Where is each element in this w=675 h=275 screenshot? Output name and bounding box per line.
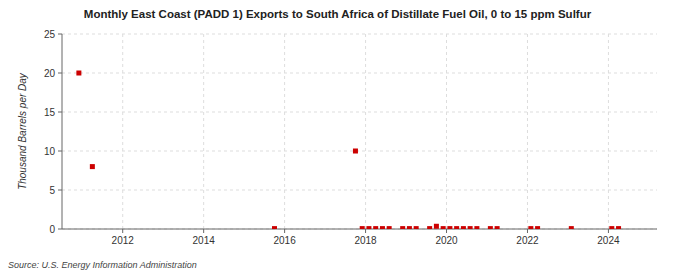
y-grid-line (62, 73, 657, 74)
y-tick-label: 25 (44, 29, 56, 40)
x-tick (122, 229, 123, 233)
x-grid-line (527, 34, 528, 229)
x-tick (446, 229, 447, 233)
y-axis-label: Thousand Barrels per Day (17, 72, 28, 190)
y-tick-label: 15 (44, 107, 56, 118)
x-axis-line (62, 229, 657, 230)
grid (62, 34, 657, 229)
x-grid-line (122, 34, 123, 229)
point (447, 226, 452, 229)
point (495, 226, 500, 229)
point (373, 226, 378, 229)
y-tick (58, 112, 62, 113)
x-grid-line (365, 34, 366, 229)
x-tick-label: 2014 (193, 235, 216, 246)
point (488, 226, 493, 229)
y-tick-label: 10 (44, 146, 56, 157)
point (434, 224, 439, 229)
y-grid-line (62, 112, 657, 113)
point (380, 226, 385, 229)
point (454, 226, 459, 229)
y-tick-label: 5 (49, 185, 55, 196)
y-grid-line (62, 229, 657, 230)
y-tick (58, 34, 62, 35)
point (528, 226, 533, 229)
x-tick (365, 229, 366, 233)
point (468, 226, 473, 229)
y-grid-line (62, 190, 657, 191)
point (616, 226, 621, 229)
chart: Monthly East Coast (PADD 1) Exports to S… (0, 0, 675, 275)
y-tick (58, 151, 62, 152)
title: Monthly East Coast (PADD 1) Exports to S… (84, 8, 592, 20)
point (535, 226, 540, 229)
y-tick-label: 20 (44, 68, 56, 79)
x-grid-line (608, 34, 609, 229)
point (366, 226, 371, 229)
y-grid-line (62, 151, 657, 152)
point (441, 226, 446, 229)
y-tick (58, 73, 62, 74)
point (474, 226, 479, 229)
x-grid-line (203, 34, 204, 229)
point (272, 226, 277, 229)
y-grid-line (62, 34, 657, 35)
x-tick-label: 2012 (112, 235, 135, 246)
x-tick-label: 2020 (435, 235, 458, 246)
point (461, 226, 466, 229)
y-tick (58, 190, 62, 191)
source-note: Source: U.S. Energy Information Administ… (8, 260, 197, 270)
chart-container: Monthly East Coast (PADD 1) Exports to S… (0, 0, 675, 275)
x-tick (608, 229, 609, 233)
x-tick (527, 229, 528, 233)
point (90, 164, 95, 169)
point (569, 226, 574, 229)
point (400, 226, 405, 229)
y-axis-line (62, 34, 63, 229)
point (353, 149, 358, 154)
point (360, 226, 365, 229)
point (387, 226, 392, 229)
x-tick-label: 2022 (516, 235, 539, 246)
x-tick (284, 229, 285, 233)
x-tick (203, 229, 204, 233)
x-tick-label: 2016 (273, 235, 296, 246)
points (76, 71, 621, 230)
point (427, 226, 432, 229)
y-tick (58, 229, 62, 230)
point (609, 226, 614, 229)
point (414, 226, 419, 229)
x-grid-line (284, 34, 285, 229)
point (407, 226, 412, 229)
point (76, 71, 81, 76)
y-tick-label: 0 (49, 224, 55, 235)
x-tick-label: 2018 (354, 235, 377, 246)
x-tick-label: 2024 (597, 235, 620, 246)
x-grid-line (446, 34, 447, 229)
